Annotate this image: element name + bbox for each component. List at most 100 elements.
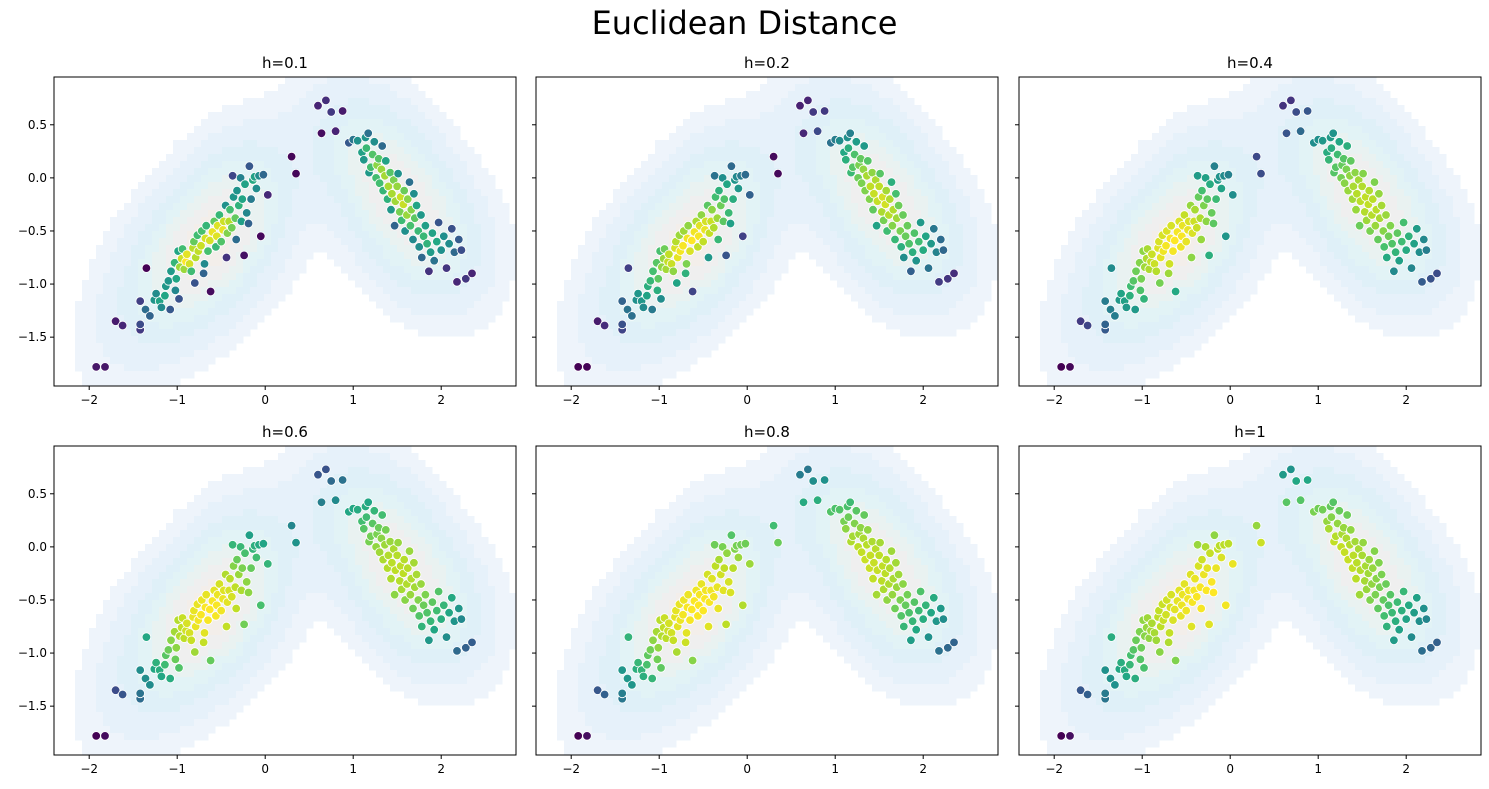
kde-cell — [180, 287, 188, 295]
kde-cell — [222, 175, 230, 183]
kde-cell — [278, 224, 286, 232]
kde-cell — [613, 336, 621, 344]
kde-cell — [264, 224, 272, 232]
kde-cell — [411, 196, 419, 204]
kde-cell — [669, 210, 677, 218]
kde-cell — [285, 91, 293, 99]
kde-cell — [725, 133, 733, 141]
kde-cell — [795, 154, 803, 162]
kde-cell — [613, 378, 621, 386]
kde-cell — [474, 280, 482, 288]
kde-cell — [963, 301, 971, 309]
kde-cell — [362, 287, 370, 295]
kde-cell — [1327, 189, 1335, 197]
kde-cell — [1285, 210, 1293, 218]
kde-cell — [760, 98, 768, 106]
kde-cell — [788, 252, 796, 260]
kde-cell — [592, 287, 600, 295]
kde-cell — [865, 77, 873, 85]
kde-cell — [1250, 231, 1258, 239]
kde-cell — [1264, 210, 1272, 218]
kde-cell — [1327, 175, 1335, 183]
kde-cell — [362, 231, 370, 239]
kde-cell — [173, 378, 181, 386]
kde-cell — [1383, 175, 1391, 183]
kde-cell — [886, 168, 894, 176]
kde-cell — [879, 105, 887, 113]
kde-cell — [1187, 140, 1195, 148]
kde-cell — [446, 203, 454, 211]
kde-cell — [355, 154, 363, 162]
kde-cell — [634, 350, 642, 358]
kde-cell — [613, 231, 621, 239]
kde-cell — [495, 266, 503, 274]
kde-cell — [180, 336, 188, 344]
kde-cell — [739, 189, 747, 197]
kde-cell — [439, 203, 447, 211]
kde-cell — [683, 301, 691, 309]
kde-cell — [299, 196, 307, 204]
kde-cell — [1110, 189, 1118, 197]
kde-cell — [732, 315, 740, 323]
kde-cell — [634, 238, 642, 246]
kde-cell — [264, 182, 272, 190]
kde-cell — [229, 245, 237, 253]
kde-cell — [1124, 189, 1132, 197]
kde-cell — [1362, 140, 1370, 148]
kde-cell — [711, 343, 719, 351]
kde-cell — [760, 210, 768, 218]
kde-cell — [285, 140, 293, 148]
kde-cell — [89, 329, 97, 337]
data-point — [921, 231, 931, 242]
kde-cell — [1397, 154, 1405, 162]
kde-cell — [662, 224, 670, 232]
kde-cell — [977, 210, 985, 218]
kde-cell — [222, 266, 230, 274]
kde-cell — [1124, 196, 1132, 204]
kde-cell — [278, 252, 286, 260]
kde-cell — [795, 77, 803, 85]
kde-cell — [103, 231, 111, 239]
kde-cell — [697, 133, 705, 141]
kde-cell — [676, 175, 684, 183]
kde-cell — [767, 182, 775, 190]
kde-cell — [1236, 210, 1244, 218]
kde-cell — [117, 294, 125, 302]
kde-cell — [89, 301, 97, 309]
kde-cell — [872, 112, 880, 120]
kde-cell — [180, 350, 188, 358]
kde-cell — [215, 112, 223, 120]
kde-cell — [124, 357, 132, 365]
kde-cell — [886, 119, 894, 127]
kde-cell — [893, 112, 901, 120]
kde-cell — [795, 217, 803, 225]
kde-cell — [1425, 224, 1433, 232]
kde-cell — [879, 301, 887, 309]
kde-cell — [1264, 175, 1272, 183]
kde-cell — [201, 154, 209, 162]
kde-cell — [138, 196, 146, 204]
kde-cell — [1285, 203, 1293, 211]
kde-cell — [1446, 189, 1454, 197]
kde-cell — [1390, 175, 1398, 183]
kde-cell — [949, 182, 957, 190]
kde-cell — [1362, 224, 1370, 232]
kde-cell — [152, 182, 160, 190]
kde-cell — [397, 259, 405, 267]
kde-cell — [746, 105, 754, 113]
kde-cell — [921, 329, 929, 337]
kde-cell — [425, 133, 433, 141]
kde-cell — [1110, 217, 1118, 225]
kde-cell — [243, 168, 251, 176]
kde-cell — [250, 287, 258, 295]
kde-cell — [851, 77, 859, 85]
kde-cell — [1292, 168, 1300, 176]
kde-cell — [411, 266, 419, 274]
kde-cell — [418, 147, 426, 155]
kde-cell — [348, 147, 356, 155]
kde-cell — [446, 196, 454, 204]
kde-cell — [236, 224, 244, 232]
kde-cell — [509, 259, 516, 267]
kde-cell — [942, 161, 950, 169]
kde-cell — [418, 91, 426, 99]
